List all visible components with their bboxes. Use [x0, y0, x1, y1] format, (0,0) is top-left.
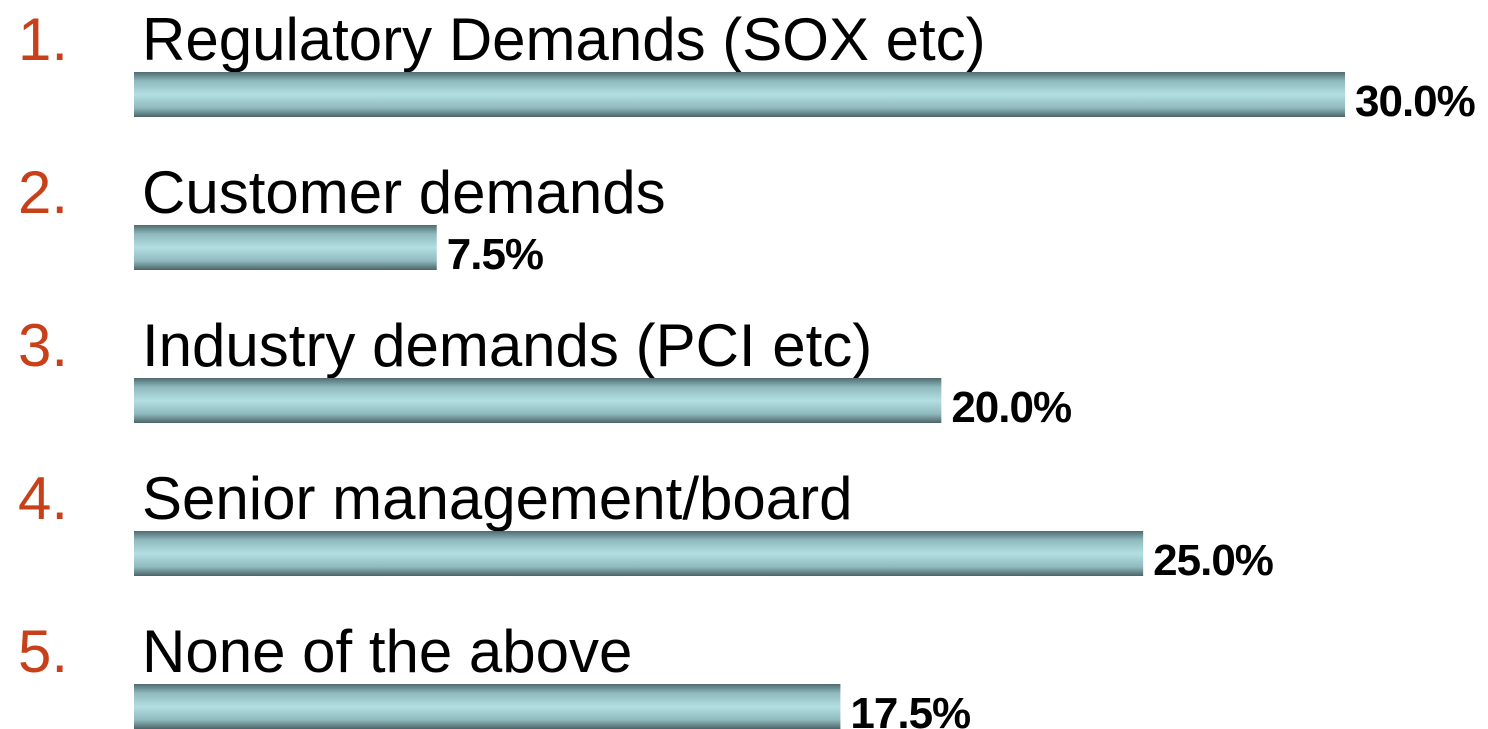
item-number: 3.	[18, 312, 68, 379]
bar	[134, 531, 1144, 576]
item-number: 5.	[18, 618, 68, 685]
category-label: Customer demands	[142, 159, 666, 226]
value-label: 30.0%	[1355, 77, 1475, 126]
bar	[134, 684, 841, 729]
category-label: Senior management/board	[142, 465, 852, 532]
item-number: 1.	[18, 6, 68, 73]
value-label: 20.0%	[951, 383, 1071, 432]
category-label: None of the above	[142, 618, 632, 685]
bar	[134, 72, 1345, 117]
value-label: 25.0%	[1153, 536, 1273, 585]
bar	[134, 378, 942, 423]
item-number: 2.	[18, 159, 68, 226]
category-label: Industry demands (PCI etc)	[142, 312, 872, 379]
category-label: Regulatory Demands (SOX etc)	[142, 6, 986, 73]
value-label: 17.5%	[850, 689, 970, 729]
value-label: 7.5%	[447, 230, 543, 279]
item-number: 4.	[18, 465, 68, 532]
bar	[134, 225, 437, 270]
